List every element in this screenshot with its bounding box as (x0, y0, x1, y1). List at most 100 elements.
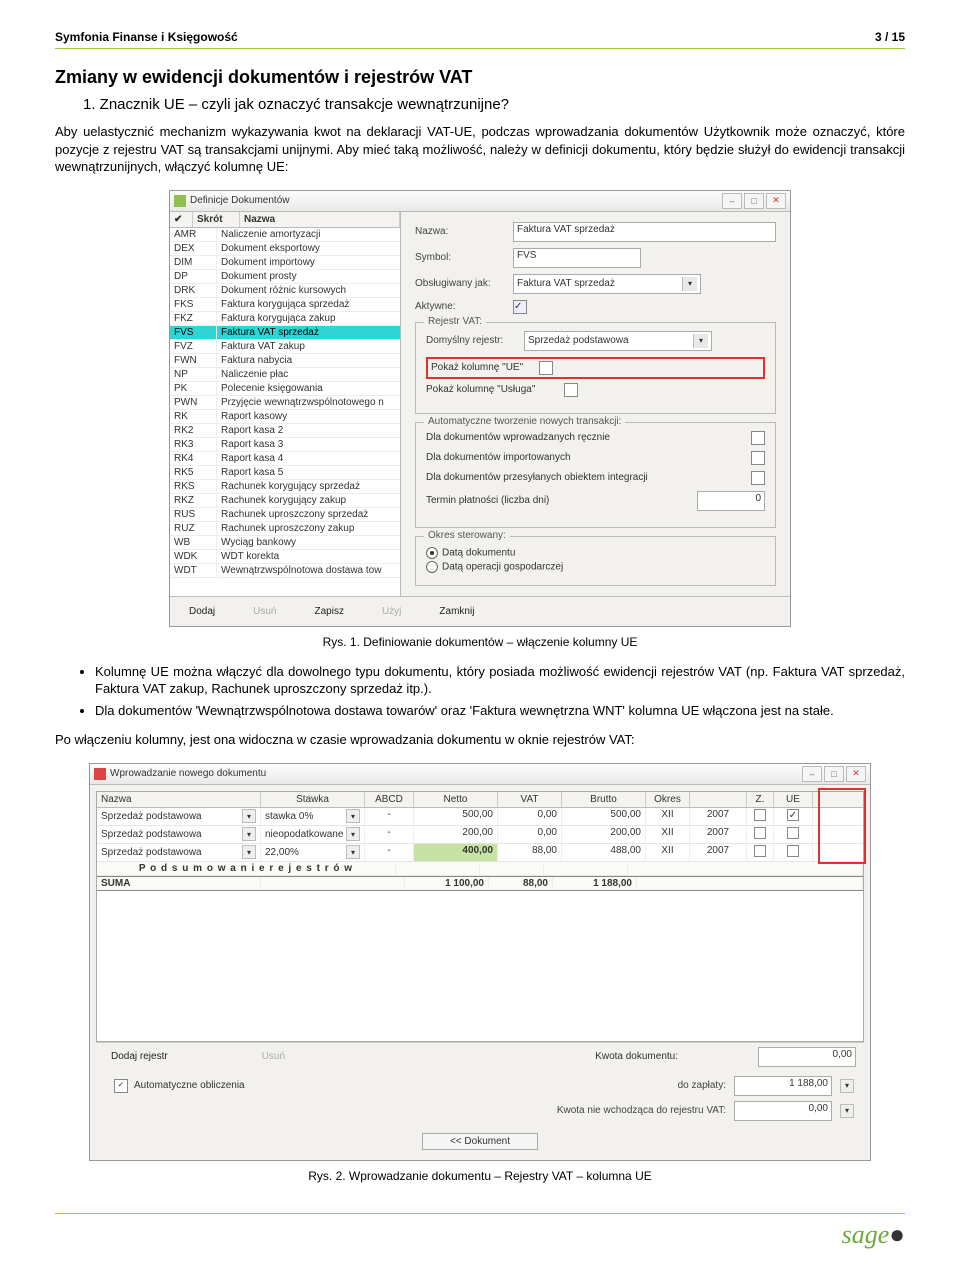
list-item[interactable]: RK2Raport kasa 2 (170, 424, 400, 438)
grid-col-rok (690, 792, 747, 807)
input-kwota-nie-wchodzaca[interactable]: 0,00 (734, 1101, 832, 1121)
checkbox-kolumna-usluga[interactable] (564, 383, 578, 397)
list-item[interactable]: WDTWewnątrzwspólnotowa dostawa tow (170, 564, 400, 578)
button-nav-dokument[interactable]: << Dokument (422, 1133, 538, 1150)
window-minimize-button[interactable]: – (802, 766, 822, 782)
label-auto-integracja: Dla dokumentów przesyłanych obiektem int… (426, 472, 743, 483)
checkbox-auto-import[interactable] (751, 451, 765, 465)
doc-header-left: Symfonia Finanse i Księgowość (55, 30, 238, 44)
grid-col-vat: VAT (498, 792, 562, 807)
checkbox-aktywne[interactable]: ✓ (513, 300, 527, 314)
label-kwota-dokumentu: Kwota dokumentu: (595, 1051, 678, 1062)
input-symbol[interactable]: FVS (513, 248, 641, 268)
screenshot-wprowadzanie-dokumentu: Wprowadzanie nowego dokumentu – □ ✕ Nazw… (89, 763, 871, 1161)
list-item[interactable]: FVZFaktura VAT zakup (170, 340, 400, 354)
label-pokaz-kolumne-ue: Pokaż kolumnę "UE" (431, 362, 523, 373)
list-item[interactable]: PWNPrzyjęcie wewnątrzwspólnotowego n (170, 396, 400, 410)
input-do-zaplaty[interactable]: 1 188,00 (734, 1076, 832, 1096)
button-zapisz[interactable]: Zapisz (308, 603, 351, 620)
list-item[interactable]: DPDokument prosty (170, 270, 400, 284)
grid-col-stawka: Stawka (261, 792, 365, 807)
list-item[interactable]: DIMDokument importowy (170, 256, 400, 270)
label-kwota-nie-wchodzaca: Kwota nie wchodząca do rejestru VAT: (466, 1105, 726, 1116)
list-item[interactable]: RK5Raport kasa 5 (170, 466, 400, 480)
radio-data-dokumentu[interactable]: Datą dokumentu (426, 547, 765, 559)
list-item[interactable]: WDKWDT korekta (170, 550, 400, 564)
window-maximize-button[interactable]: □ (824, 766, 844, 782)
label-aktywne: Aktywne: (415, 301, 505, 312)
list-item[interactable]: RKRaport kasowy (170, 410, 400, 424)
label-obslugiwany: Obsługiwany jak: (415, 278, 505, 289)
list-item[interactable]: DRKDokument różnic kursowych (170, 284, 400, 298)
legend-rejestr-vat: Rejestr VAT: (424, 316, 486, 327)
window-minimize-button[interactable]: – (722, 193, 742, 209)
value-kwota-dokumentu: 0,00 (758, 1047, 856, 1067)
list-col-nazwa: Nazwa (240, 212, 400, 227)
list-item[interactable]: RKZRachunek korygujący zakup (170, 494, 400, 508)
label-pokaz-kolumne-usluga: Pokaż kolumnę "Usługa" (426, 384, 556, 395)
list-item[interactable]: FWNFaktura nabycia (170, 354, 400, 368)
button-usun[interactable]: Usuń (246, 603, 283, 620)
dropdown-obslugiwany[interactable]: Faktura VAT sprzedaż ▾ (513, 274, 701, 294)
list-item[interactable]: DEXDokument eksportowy (170, 242, 400, 256)
paragraph-2: Po włączeniu kolumny, jest ona widoczna … (55, 731, 905, 749)
sum-netto: 1 100,00 (405, 877, 489, 890)
input-nazwa[interactable]: Faktura VAT sprzedaż (513, 222, 776, 242)
section-numbered-heading: 1. Znacznik UE – czyli jak oznaczyć tran… (83, 96, 905, 113)
chevron-down-icon: ▾ (693, 334, 708, 348)
grid-col-okres: Okres (646, 792, 690, 807)
grid-col-brutto: Brutto (562, 792, 646, 807)
list-item[interactable]: RK3Raport kasa 3 (170, 438, 400, 452)
legend-auto-transakcje: Automatyczne tworzenie nowych transakcji… (424, 416, 625, 427)
list-item[interactable]: RUZRachunek uproszczony zakup (170, 522, 400, 536)
list-item[interactable]: FKZFaktura korygująca zakup (170, 312, 400, 326)
button-usun-rejestr[interactable]: Usuń (255, 1048, 292, 1065)
checkbox-auto-recznie[interactable] (751, 431, 765, 445)
window-close-button[interactable]: ✕ (846, 766, 866, 782)
window-title-2: Wprowadzanie nowego dokumentu (110, 768, 266, 779)
checkbox-auto-integracja[interactable] (751, 471, 765, 485)
chevron-down-icon: ▾ (682, 277, 697, 291)
checkbox-auto-obliczenia[interactable]: ✓ (114, 1079, 128, 1093)
list-item[interactable]: AMRNaliczenie amortyzacji (170, 228, 400, 242)
sum-vat: 88,00 (489, 877, 553, 890)
label-auto-recznie: Dla dokumentów wprowadzanych ręcznie (426, 432, 743, 443)
dropdown-domyslny-rejestr[interactable]: Sprzedaż podstawowa ▾ (524, 331, 712, 351)
chevron-down-icon[interactable]: ▾ (840, 1104, 854, 1118)
window-close-button[interactable]: ✕ (766, 193, 786, 209)
chevron-down-icon[interactable]: ▾ (840, 1079, 854, 1093)
window-maximize-button[interactable]: □ (744, 193, 764, 209)
paragraph-1: Aby uelastycznić mechanizm wykazywania k… (55, 123, 905, 176)
button-zamknij[interactable]: Zamknij (432, 603, 481, 620)
grid-col-abcd: ABCD (365, 792, 414, 807)
label-termin-platnosci: Termin płatności (liczba dni) (426, 495, 689, 506)
screenshot-definicje-dokumentow: Definicje Dokumentów – □ ✕ ✔ Skrót Nazwa… (169, 190, 791, 627)
grid-col-nazwa: Nazwa (97, 792, 261, 807)
grid-col-netto: Netto (414, 792, 498, 807)
list-item[interactable]: RUSRachunek uproszczony sprzedaż (170, 508, 400, 522)
list-item[interactable]: RKSRachunek korygujący sprzedaż (170, 480, 400, 494)
label-auto-import: Dla dokumentów importowanych (426, 452, 743, 463)
label-domyslny-rejestr: Domyślny rejestr: (426, 335, 516, 346)
radio-data-operacji[interactable]: Datą operacji gospodarczej (426, 561, 765, 573)
table-row[interactable]: Sprzedaż podstawowa▾22,00%▾-400,0088,004… (97, 844, 863, 862)
sage-logo: sage● (842, 1220, 905, 1250)
button-dodaj-rejestr[interactable]: Dodaj rejestr (104, 1048, 175, 1065)
list-item[interactable]: NPNaliczenie płac (170, 368, 400, 382)
bullet-1: Kolumnę UE można włączyć dla dowolnego t… (95, 663, 905, 698)
table-row[interactable]: Sprzedaż podstawowa▾nieopodatkowane▾-200… (97, 826, 863, 844)
button-uzyj[interactable]: Użyj (375, 603, 408, 620)
label-symbol: Symbol: (415, 252, 505, 263)
list-item[interactable]: RK4Raport kasa 4 (170, 452, 400, 466)
table-row[interactable]: Sprzedaż podstawowa▾stawka 0%▾-500,000,0… (97, 808, 863, 826)
list-item[interactable]: FKSFaktura korygująca sprzedaż (170, 298, 400, 312)
input-termin-platnosci[interactable]: 0 (697, 491, 765, 511)
button-dodaj[interactable]: Dodaj (182, 603, 222, 620)
grid-col-z: Z. (747, 792, 774, 807)
section-title: Zmiany w ewidencji dokumentów i rejestró… (55, 67, 905, 88)
list-item[interactable]: WBWyciąg bankowy (170, 536, 400, 550)
checkbox-kolumna-ue[interactable] (539, 361, 553, 375)
list-item[interactable]: PKPolecenie księgowania (170, 382, 400, 396)
window-title: Definicje Dokumentów (190, 195, 290, 206)
list-item[interactable]: FVSFaktura VAT sprzedaż (170, 326, 400, 340)
